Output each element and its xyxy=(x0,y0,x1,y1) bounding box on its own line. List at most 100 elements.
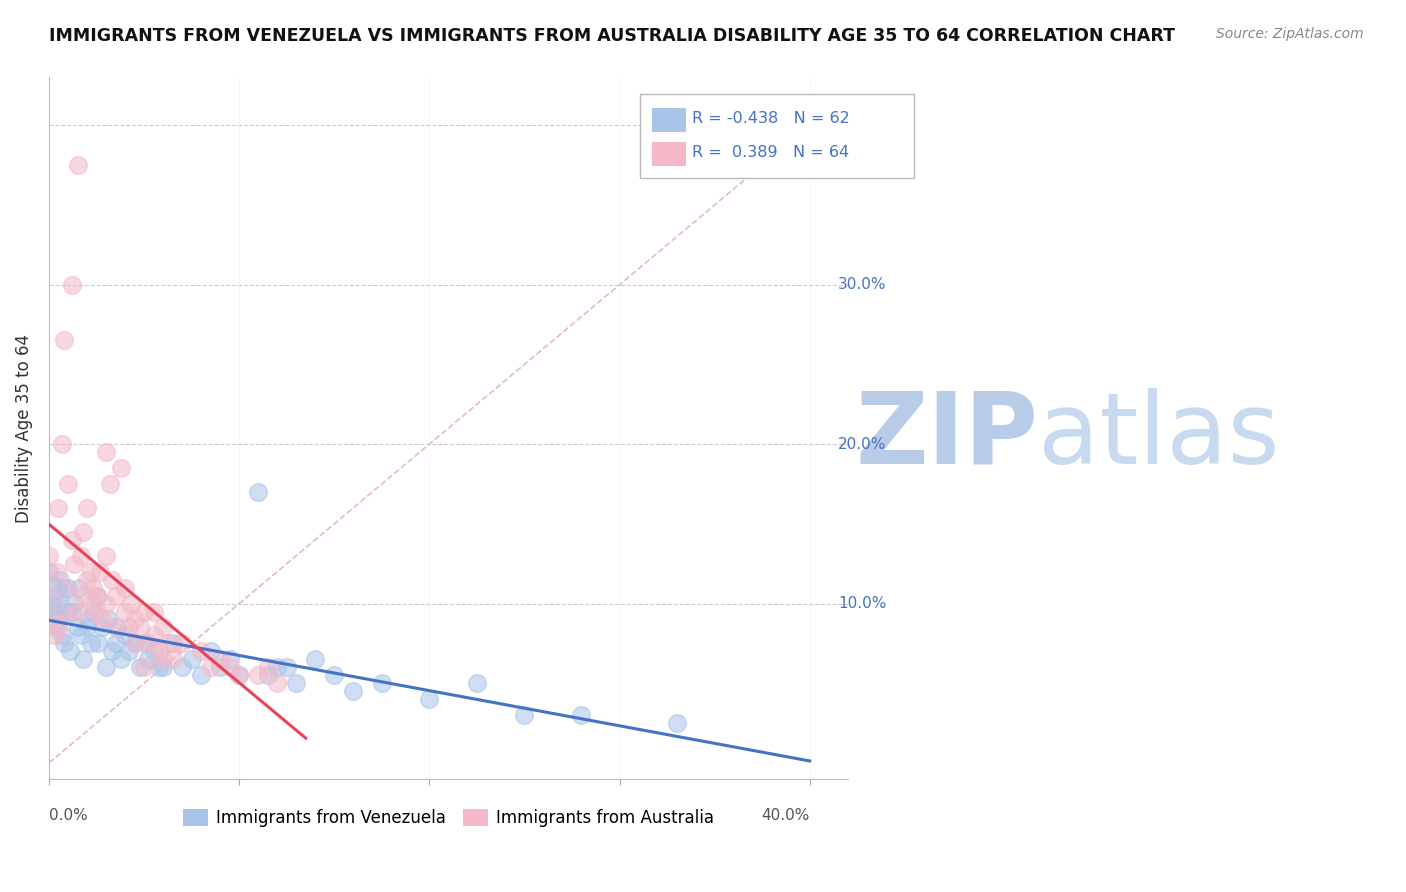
Point xyxy=(157,636,180,650)
Point xyxy=(39,612,62,626)
Point xyxy=(94,597,117,611)
Point xyxy=(152,620,174,634)
Point xyxy=(56,581,79,595)
Point xyxy=(72,652,94,666)
Point xyxy=(77,612,100,626)
Point xyxy=(53,636,76,650)
Point xyxy=(256,660,278,674)
Point xyxy=(124,612,146,626)
Point xyxy=(142,605,165,619)
Point xyxy=(72,589,94,603)
Point xyxy=(418,692,440,706)
Text: 20.0%: 20.0% xyxy=(838,436,887,451)
Point xyxy=(60,533,83,547)
Point xyxy=(285,676,308,690)
Text: Source: ZipAtlas.com: Source: ZipAtlas.com xyxy=(1216,27,1364,41)
Point xyxy=(571,708,593,723)
Point xyxy=(124,636,146,650)
Point xyxy=(45,565,67,579)
Point xyxy=(114,628,136,642)
Point xyxy=(86,605,108,619)
Text: 40.0%: 40.0% xyxy=(761,807,810,822)
Point xyxy=(276,660,298,674)
Point xyxy=(91,612,114,626)
Point xyxy=(39,597,62,611)
Point xyxy=(114,581,136,595)
Point xyxy=(110,652,132,666)
Point xyxy=(44,620,66,634)
Point xyxy=(70,549,93,563)
Text: IMMIGRANTS FROM VENEZUELA VS IMMIGRANTS FROM AUSTRALIA DISABILITY AGE 35 TO 64 C: IMMIGRANTS FROM VENEZUELA VS IMMIGRANTS … xyxy=(49,27,1175,45)
Point xyxy=(180,652,202,666)
Point xyxy=(162,652,184,666)
Point xyxy=(247,668,270,682)
Point xyxy=(513,708,536,723)
Point xyxy=(76,500,98,515)
Point xyxy=(142,628,165,642)
Point xyxy=(80,636,103,650)
Point xyxy=(42,605,65,619)
Point xyxy=(132,636,155,650)
Point xyxy=(48,612,70,626)
Text: 40.0%: 40.0% xyxy=(838,118,887,133)
Point xyxy=(94,445,117,459)
Legend: Immigrants from Venezuela, Immigrants from Australia: Immigrants from Venezuela, Immigrants fr… xyxy=(176,802,721,834)
Point xyxy=(59,644,82,658)
Point xyxy=(70,628,93,642)
Point xyxy=(304,652,326,666)
Point xyxy=(371,676,394,690)
Point xyxy=(56,477,79,491)
Point xyxy=(62,597,84,611)
Point xyxy=(97,612,120,626)
Point xyxy=(228,668,250,682)
Point xyxy=(190,668,212,682)
Point xyxy=(136,652,159,666)
Point xyxy=(209,660,232,674)
Point xyxy=(89,565,111,579)
Point xyxy=(114,605,136,619)
Point xyxy=(107,620,129,634)
Point xyxy=(152,652,174,666)
Point xyxy=(94,549,117,563)
Point xyxy=(172,660,194,674)
Text: 30.0%: 30.0% xyxy=(838,277,887,293)
Point xyxy=(342,684,364,698)
Text: 10.0%: 10.0% xyxy=(838,596,887,611)
Text: R =  0.389   N = 64: R = 0.389 N = 64 xyxy=(692,145,849,160)
Point xyxy=(132,605,155,619)
Point xyxy=(82,605,104,619)
Point xyxy=(66,620,89,634)
Point xyxy=(218,660,240,674)
Point xyxy=(142,644,165,658)
Point xyxy=(51,437,73,451)
Point xyxy=(218,652,240,666)
Point xyxy=(82,581,104,595)
Point xyxy=(55,581,77,595)
Point xyxy=(98,477,121,491)
Point xyxy=(129,620,152,634)
Point xyxy=(76,620,98,634)
Point xyxy=(91,620,114,634)
Point xyxy=(256,668,278,682)
Point xyxy=(209,652,232,666)
Point xyxy=(100,573,122,587)
Point xyxy=(152,660,174,674)
Point xyxy=(80,565,103,579)
Point xyxy=(132,660,155,674)
Point xyxy=(110,461,132,475)
Point xyxy=(665,716,688,731)
Point xyxy=(38,549,60,563)
Point xyxy=(38,589,60,603)
Point xyxy=(53,334,76,348)
Point xyxy=(87,636,110,650)
Point xyxy=(200,660,222,674)
Text: ZIP: ZIP xyxy=(855,388,1038,484)
Point xyxy=(66,605,89,619)
Point xyxy=(53,605,76,619)
Point xyxy=(148,660,170,674)
Point xyxy=(45,589,67,603)
Point xyxy=(38,565,60,579)
Point xyxy=(49,573,72,587)
Point xyxy=(100,644,122,658)
Text: 0.0%: 0.0% xyxy=(49,807,87,822)
